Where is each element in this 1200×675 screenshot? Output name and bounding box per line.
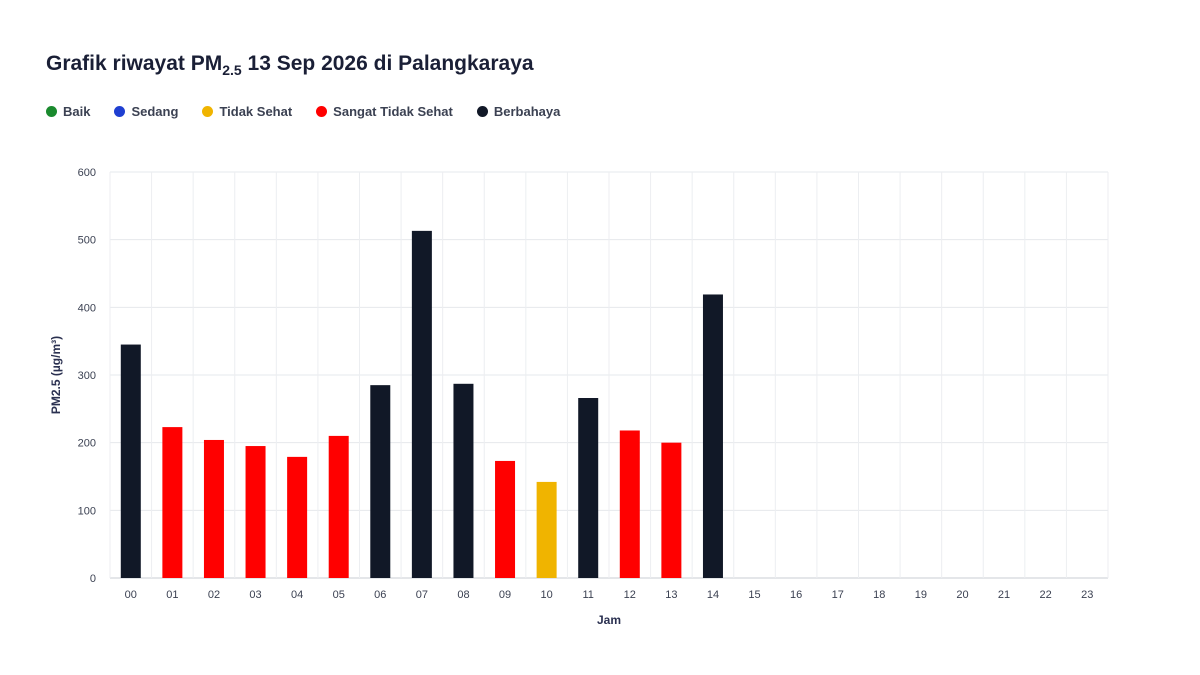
x-tick-label: 16 bbox=[790, 589, 802, 601]
bars-layer bbox=[120, 230, 723, 578]
x-tick-label: 19 bbox=[915, 589, 927, 601]
legend-label-sedang: Sedang bbox=[131, 104, 179, 119]
grid-layer bbox=[109, 171, 1109, 579]
legend-label-tidak-sehat: Tidak Sehat bbox=[219, 104, 293, 119]
x-axis-title: Jam bbox=[597, 613, 621, 627]
x-tick-label: 22 bbox=[1040, 589, 1052, 601]
legend-item-sedang[interactable]: Sedang bbox=[114, 104, 178, 119]
legend-dot-baik bbox=[46, 106, 57, 117]
bar-06[interactable] bbox=[370, 385, 391, 578]
legend-item-baik[interactable]: Baik bbox=[46, 104, 90, 119]
bar-01[interactable] bbox=[162, 427, 183, 578]
y-tick-label: 400 bbox=[78, 302, 96, 314]
x-tick-label: 15 bbox=[748, 589, 760, 601]
legend-label-baik: Baik bbox=[63, 104, 91, 119]
x-tick-label: 10 bbox=[541, 589, 553, 601]
bar-11[interactable] bbox=[578, 398, 599, 578]
bar-07[interactable] bbox=[411, 230, 432, 578]
legend-dot-tidak-sehat bbox=[202, 106, 214, 117]
bar-09[interactable] bbox=[495, 460, 516, 578]
x-tick-label: 06 bbox=[374, 589, 386, 601]
y-tick-label: 100 bbox=[78, 505, 96, 517]
bar-12[interactable] bbox=[619, 430, 640, 578]
y-tick-label: 300 bbox=[78, 370, 96, 382]
x-tick-label: 23 bbox=[1081, 589, 1093, 601]
x-tick-label: 00 bbox=[125, 589, 137, 601]
bar-02[interactable] bbox=[203, 439, 224, 578]
bar-05[interactable] bbox=[328, 435, 349, 578]
y-tick-label: 200 bbox=[78, 438, 96, 450]
labels-layer: 0 100 200 300 400 500 600 00 01 02 03 04 05 06 07 08 09 1… bbox=[78, 167, 1094, 601]
y-tick-label: 500 bbox=[78, 235, 96, 247]
x-tick-label: 05 bbox=[333, 589, 345, 601]
y-tick-label: 0 bbox=[90, 573, 96, 585]
bar-14[interactable] bbox=[702, 294, 723, 578]
bar-08[interactable] bbox=[453, 383, 474, 578]
x-tick-label: 12 bbox=[624, 589, 636, 601]
x-tick-label: 13 bbox=[665, 589, 677, 601]
bar-13[interactable] bbox=[661, 442, 682, 578]
x-tick-label: 14 bbox=[707, 589, 719, 601]
x-tick-label: 09 bbox=[499, 589, 511, 601]
legend-item-sangat-tidak-sehat[interactable]: Sangat Tidak Sehat bbox=[316, 104, 453, 119]
x-tick-label: 18 bbox=[873, 589, 885, 601]
chart-title-subscript: 2.5 bbox=[222, 62, 242, 78]
chart-title: Grafik riwayat PM2.5 13 Sep 2026 di Pala… bbox=[46, 52, 534, 78]
x-tick-label: 17 bbox=[832, 589, 844, 601]
chart-title-suffix: 13 Sep 2026 di Palangkaraya bbox=[241, 52, 534, 75]
bar-00[interactable] bbox=[120, 344, 141, 578]
x-tick-label: 03 bbox=[249, 589, 261, 601]
x-tick-label: 01 bbox=[166, 589, 178, 601]
legend-dot-sangat-tidak-sehat bbox=[316, 106, 328, 117]
legend-label-sangat-tidak-sehat: Sangat Tidak Sehat bbox=[333, 104, 453, 119]
x-tick-label: 04 bbox=[291, 589, 303, 601]
bar-03[interactable] bbox=[245, 446, 266, 578]
legend-dot-berbahaya bbox=[476, 106, 488, 117]
x-tick-label: 07 bbox=[416, 589, 428, 601]
legend-dot-sedang bbox=[114, 106, 126, 117]
y-tick-label: 600 bbox=[78, 167, 96, 179]
chart-legend: Baik Sedang Tidak Sehat Sangat Tidak Seh… bbox=[46, 104, 560, 119]
bar-10[interactable] bbox=[536, 481, 557, 578]
x-tick-label: 08 bbox=[457, 589, 469, 601]
x-tick-label: 20 bbox=[956, 589, 968, 601]
y-axis-title: PM2.5 (µg/m³) bbox=[49, 336, 63, 414]
x-tick-label: 11 bbox=[582, 589, 593, 601]
x-tick-label: 02 bbox=[208, 589, 220, 601]
legend-label-berbahaya: Berbahaya bbox=[493, 104, 561, 119]
x-tick-label: 21 bbox=[998, 589, 1010, 601]
legend-item-tidak-sehat[interactable]: Tidak Sehat bbox=[202, 104, 292, 119]
chart-title-prefix: Grafik riwayat PM bbox=[46, 52, 223, 75]
bar-04[interactable] bbox=[287, 456, 308, 578]
legend-item-berbahaya[interactable]: Berbahaya bbox=[476, 104, 561, 119]
